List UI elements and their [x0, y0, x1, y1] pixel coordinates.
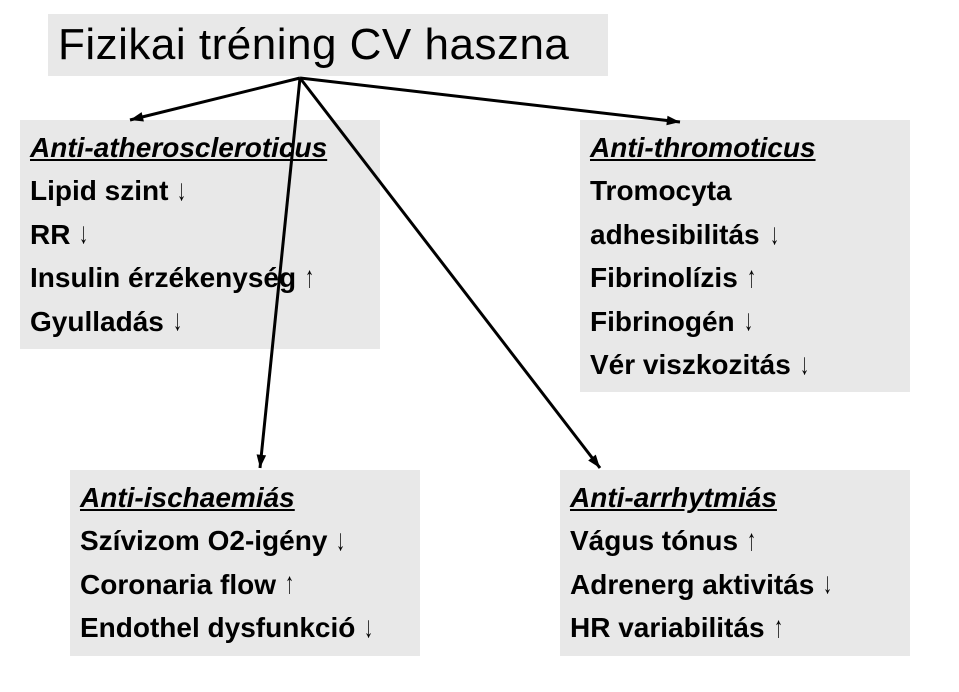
- item-rr: RR: [30, 213, 70, 256]
- block-anti-atheroscleroticus: Anti-atheroscleroticus Lipid szint ↓ RR …: [20, 120, 380, 349]
- block-anti-ischaemias: Anti-ischaemiás Szívizom O2-igény ↓ Coro…: [70, 470, 420, 656]
- page-title: Fizikai tréning CV haszna: [58, 20, 569, 69]
- item-vagus: Vágus tónus: [570, 519, 738, 562]
- down-arrow-icon: ↓: [79, 219, 88, 249]
- block-anti-arrhytmias: Anti-arrhytmiás Vágus tónus ↑ Adrenerg a…: [560, 470, 910, 656]
- header-anti-ischaemias: Anti-ischaemiás: [80, 476, 295, 519]
- down-arrow-icon: ↓: [177, 176, 186, 206]
- header-anti-arrhytmias: Anti-arrhytmiás: [570, 476, 777, 519]
- header-anti-thromoticus: Anti-thromoticus: [590, 126, 816, 169]
- down-arrow-icon: ↓: [823, 569, 832, 599]
- item-fibrinolizis: Fibrinolízis: [590, 256, 738, 299]
- down-arrow-icon: ↓: [770, 220, 779, 250]
- up-arrow-icon: ↑: [747, 526, 756, 556]
- up-arrow-icon: ↑: [285, 569, 294, 599]
- item-tromocyta-line2: adhesibilitás: [590, 219, 760, 250]
- header-anti-atheroscleroticus: Anti-atheroscleroticus: [30, 126, 327, 169]
- item-coronaria: Coronaria flow: [80, 563, 276, 606]
- title-box: Fizikai tréning CV haszna: [48, 14, 608, 76]
- block-anti-thromoticus: Anti-thromoticus Tromocyta adhesibilitás…: [580, 120, 910, 392]
- down-arrow-icon: ↓: [336, 526, 345, 556]
- up-arrow-icon: ↑: [774, 613, 783, 643]
- item-insulin: Insulin érzékenység: [30, 256, 296, 299]
- item-fibrinogen: Fibrinogén: [590, 300, 735, 343]
- down-arrow-icon: ↓: [800, 350, 809, 380]
- item-gyulladas: Gyulladás: [30, 300, 164, 343]
- item-lipid-szint: Lipid szint: [30, 169, 168, 212]
- up-arrow-icon: ↑: [747, 263, 756, 293]
- item-szivizom: Szívizom O2-igény: [80, 519, 327, 562]
- item-ver-viszkozitas: Vér viszkozitás: [590, 343, 791, 386]
- down-arrow-icon: ↓: [173, 306, 182, 336]
- down-arrow-icon: ↓: [364, 613, 373, 643]
- up-arrow-icon: ↑: [305, 263, 314, 293]
- item-adrenerg: Adrenerg aktivitás: [570, 563, 814, 606]
- item-tromocyta-line1: Tromocyta: [590, 175, 732, 206]
- down-arrow-icon: ↓: [744, 306, 753, 336]
- item-endothel: Endothel dysfunkció: [80, 606, 355, 649]
- item-hr-variabilitas: HR variabilitás: [570, 606, 765, 649]
